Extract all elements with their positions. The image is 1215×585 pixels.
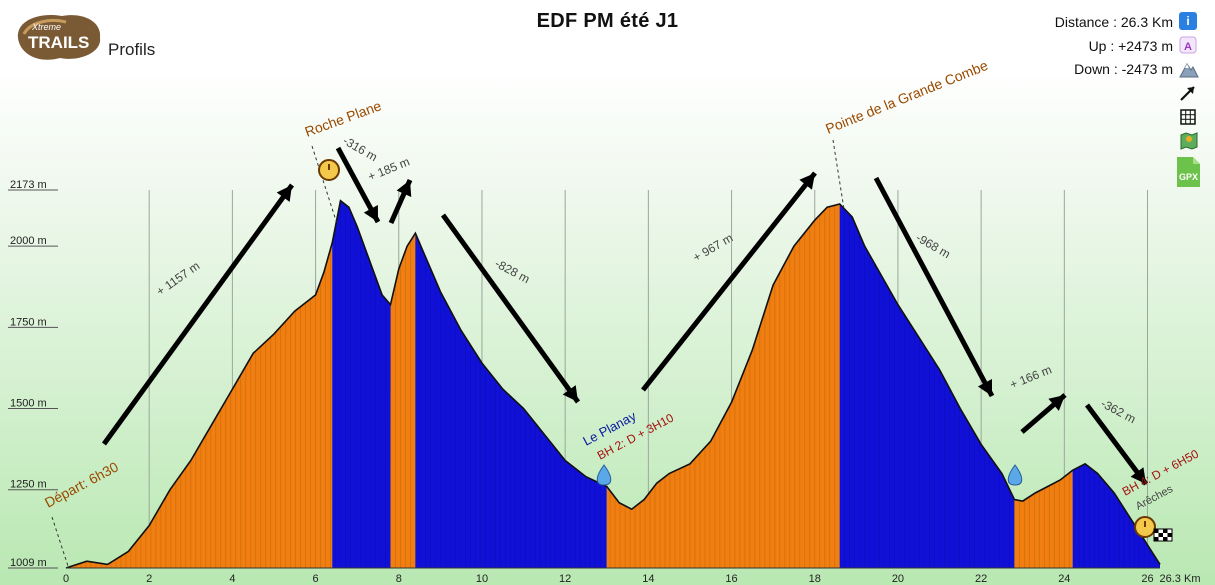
finish-flag-cell bbox=[1163, 529, 1168, 533]
descent-readout: Down : -2473 m bbox=[1074, 61, 1173, 77]
x-end-label: 26.3 Km bbox=[1160, 573, 1201, 585]
climb-segment bbox=[1014, 470, 1073, 568]
start-marker-line bbox=[51, 516, 69, 567]
y-tick-label: 1750 m bbox=[10, 316, 47, 328]
descent-segment bbox=[1072, 463, 1160, 568]
trend-arrow-head bbox=[396, 180, 412, 197]
gain-label: -828 m bbox=[493, 256, 533, 286]
gain-label: -362 m bbox=[1099, 396, 1139, 426]
xtreme-trails-logo[interactable]: Xtreme TRAILS bbox=[10, 8, 110, 68]
trend-arrow-head bbox=[799, 173, 815, 190]
peak-label: Pointe de la Grande Combe bbox=[823, 57, 990, 137]
y-tick-label: 1009 m bbox=[10, 557, 47, 569]
trend-arrow-shaft bbox=[873, 176, 995, 398]
gain-label: + 967 m bbox=[691, 231, 736, 265]
peak-label: Roche Plane bbox=[303, 97, 384, 140]
trend-arrow-head bbox=[276, 185, 292, 202]
profile-outline bbox=[65, 199, 1161, 569]
gpx-file-icon[interactable]: GPX bbox=[1175, 156, 1201, 188]
x-tick-label: 12 bbox=[559, 573, 571, 585]
water-drop-icon bbox=[1007, 464, 1023, 486]
descent-segment bbox=[415, 233, 607, 568]
peak-marker-line bbox=[832, 139, 845, 209]
trend-arrow-head bbox=[562, 385, 578, 402]
trend-arrow-shaft bbox=[1084, 403, 1149, 486]
y-tick-label: 2173 m bbox=[10, 179, 47, 191]
descent-segment bbox=[332, 200, 391, 568]
descent-mountain-icon[interactable] bbox=[1179, 60, 1199, 78]
section-label: Profils bbox=[108, 40, 156, 59]
svg-text:GPX: GPX bbox=[1179, 172, 1198, 182]
distance-readout: Distance : 26.3 Km bbox=[1054, 14, 1173, 30]
trend-arrow-head bbox=[977, 379, 993, 396]
x-tick-label: 10 bbox=[476, 573, 488, 585]
x-tick-label: 16 bbox=[725, 573, 737, 585]
climb-segment bbox=[66, 242, 333, 568]
trend-arrow-shaft bbox=[101, 183, 295, 446]
grid-icon[interactable] bbox=[1179, 108, 1197, 126]
finish-flag-cell bbox=[1167, 533, 1172, 537]
x-tick-label: 8 bbox=[396, 573, 402, 585]
peak-marker-line bbox=[311, 145, 337, 222]
trend-arrow-head bbox=[1130, 467, 1146, 484]
svg-text:TRAILS: TRAILS bbox=[28, 33, 89, 52]
chart-title: EDF PM été J1 bbox=[536, 10, 679, 32]
trend-arrow-shaft bbox=[440, 213, 581, 404]
climb-segment bbox=[390, 233, 416, 568]
x-tick-label: 0 bbox=[63, 573, 69, 585]
info-icon[interactable]: i bbox=[1179, 12, 1197, 30]
map-icon[interactable] bbox=[1179, 131, 1198, 150]
x-tick-label: 26 bbox=[1141, 573, 1153, 585]
water-drop-icon bbox=[596, 464, 612, 486]
svg-text:Xtreme: Xtreme bbox=[31, 22, 61, 32]
x-tick-label: 4 bbox=[229, 573, 235, 585]
y-tick-label: 1250 m bbox=[10, 479, 47, 491]
x-tick-label: 22 bbox=[975, 573, 987, 585]
x-tick-label: 24 bbox=[1058, 573, 1070, 585]
y-tick-label: 2000 m bbox=[10, 235, 47, 247]
finish-flag-cell bbox=[1154, 537, 1159, 541]
ascent-readout: Up : +2473 m bbox=[1088, 38, 1173, 54]
gain-label: + 1157 m bbox=[154, 259, 203, 299]
trend-arrow-shaft bbox=[641, 171, 817, 392]
x-tick-label: 20 bbox=[892, 573, 904, 585]
trend-arrow-head bbox=[1048, 395, 1065, 411]
finish-flag-cell bbox=[1158, 533, 1163, 537]
trend-arrow-head bbox=[363, 205, 378, 222]
x-tick-label: 14 bbox=[642, 573, 654, 585]
gain-label: + 166 m bbox=[1008, 362, 1054, 391]
finish-flag-cell bbox=[1163, 537, 1168, 541]
arrow-up-right-icon[interactable] bbox=[1179, 84, 1197, 102]
svg-text:A: A bbox=[1184, 41, 1192, 53]
ascent-icon[interactable]: A bbox=[1179, 36, 1197, 54]
finish-flag-cell bbox=[1154, 529, 1159, 533]
x-tick-label: 6 bbox=[313, 573, 319, 585]
x-tick-label: 18 bbox=[809, 573, 821, 585]
annotation-label: Départ: 6h30 bbox=[42, 458, 121, 510]
y-tick-label: 1500 m bbox=[10, 398, 47, 410]
descent-segment bbox=[839, 204, 1015, 568]
x-tick-label: 2 bbox=[146, 573, 152, 585]
